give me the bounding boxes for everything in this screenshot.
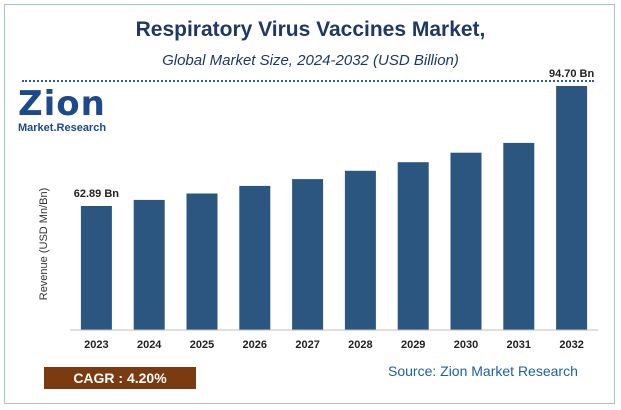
source-note: Source: Zion Market Research	[388, 363, 578, 379]
x-tick-2026: 2026	[243, 339, 267, 351]
data-label-2032: 94.70 Bn	[549, 68, 595, 80]
x-tick-2027: 2027	[295, 339, 319, 351]
bar-2031	[503, 142, 535, 330]
x-tick-2023: 2023	[84, 339, 108, 351]
title-divider	[22, 80, 594, 82]
bar-2023	[80, 206, 112, 330]
x-tick-2024: 2024	[137, 339, 162, 351]
x-tick-2029: 2029	[401, 339, 425, 351]
bar-2030	[450, 152, 482, 330]
logo-market-research-text: Market.Research	[18, 122, 107, 134]
x-tick-2028: 2028	[348, 339, 372, 351]
bars-group	[80, 86, 588, 330]
bar-2028	[344, 170, 376, 330]
x-tick-2031: 2031	[507, 339, 531, 351]
bar-2032	[556, 86, 588, 330]
chart-subtitle: Global Market Size, 2024-2032 (USD Billi…	[162, 52, 459, 69]
cagr-badge: CAGR : 4.20%	[44, 367, 196, 389]
x-tick-2032: 2032	[559, 339, 583, 351]
bar-2027	[292, 179, 324, 330]
data-label-2023: 62.89 Bn	[74, 188, 120, 200]
bar-2024	[133, 199, 165, 330]
bar-2029	[397, 162, 429, 330]
data-labels: 62.89 Bn 94.70 Bn	[74, 68, 595, 200]
bar-2026	[239, 185, 271, 330]
x-tick-labels: 2023 2024 2025 2026 2027 2028 2029 2030 2031 2032	[84, 339, 584, 351]
chart-title: Respiratory Virus Vaccines Market,	[135, 18, 486, 41]
zion-logo: Zion Market.Research	[16, 86, 126, 140]
bar-2025	[186, 193, 218, 330]
logo-zion-text: Zion	[18, 84, 106, 124]
x-tick-2030: 2030	[454, 339, 478, 351]
x-tick-2025: 2025	[190, 339, 214, 351]
